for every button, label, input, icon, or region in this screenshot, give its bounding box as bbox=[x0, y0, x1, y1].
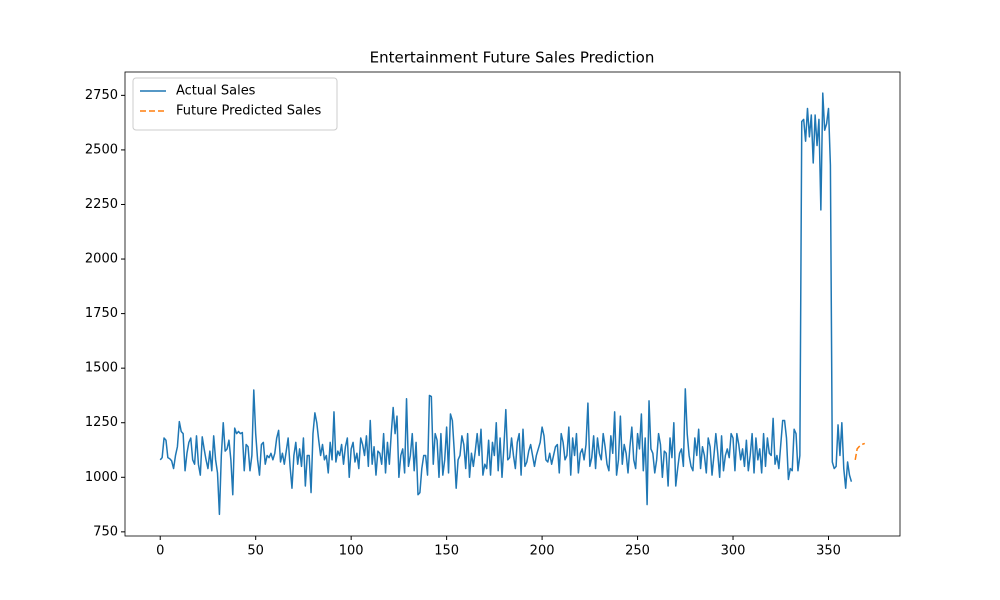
legend-box bbox=[132, 77, 338, 131]
x-tick-label: 350 bbox=[816, 544, 841, 559]
x-tick-label: 150 bbox=[434, 544, 459, 559]
y-tick-label: 2250 bbox=[85, 197, 118, 212]
y-tick-label: 2000 bbox=[85, 252, 118, 267]
x-tick-label: 100 bbox=[339, 544, 364, 559]
y-tick-label: 750 bbox=[93, 524, 118, 539]
legend-label: Future Predicted Sales bbox=[176, 104, 322, 119]
y-tick-label: 2500 bbox=[85, 142, 118, 157]
y-tick-label: 1750 bbox=[85, 306, 118, 321]
x-tick-label: 300 bbox=[721, 544, 746, 559]
legend-label: Actual Sales bbox=[176, 84, 256, 99]
y-tick-label: 1500 bbox=[85, 361, 118, 376]
y-tick-label: 1250 bbox=[85, 415, 118, 430]
x-tick-label: 0 bbox=[156, 544, 164, 559]
plot-frame bbox=[124, 71, 901, 537]
series-line bbox=[159, 92, 853, 516]
y-tick-label: 2750 bbox=[85, 88, 118, 103]
series-line bbox=[854, 442, 866, 460]
x-tick-label: 50 bbox=[247, 544, 264, 559]
chart-title: Entertainment Future Sales Prediction bbox=[370, 49, 655, 67]
y-tick-label: 1000 bbox=[85, 470, 118, 485]
x-tick-label: 250 bbox=[625, 544, 650, 559]
x-tick-label: 200 bbox=[530, 544, 555, 559]
